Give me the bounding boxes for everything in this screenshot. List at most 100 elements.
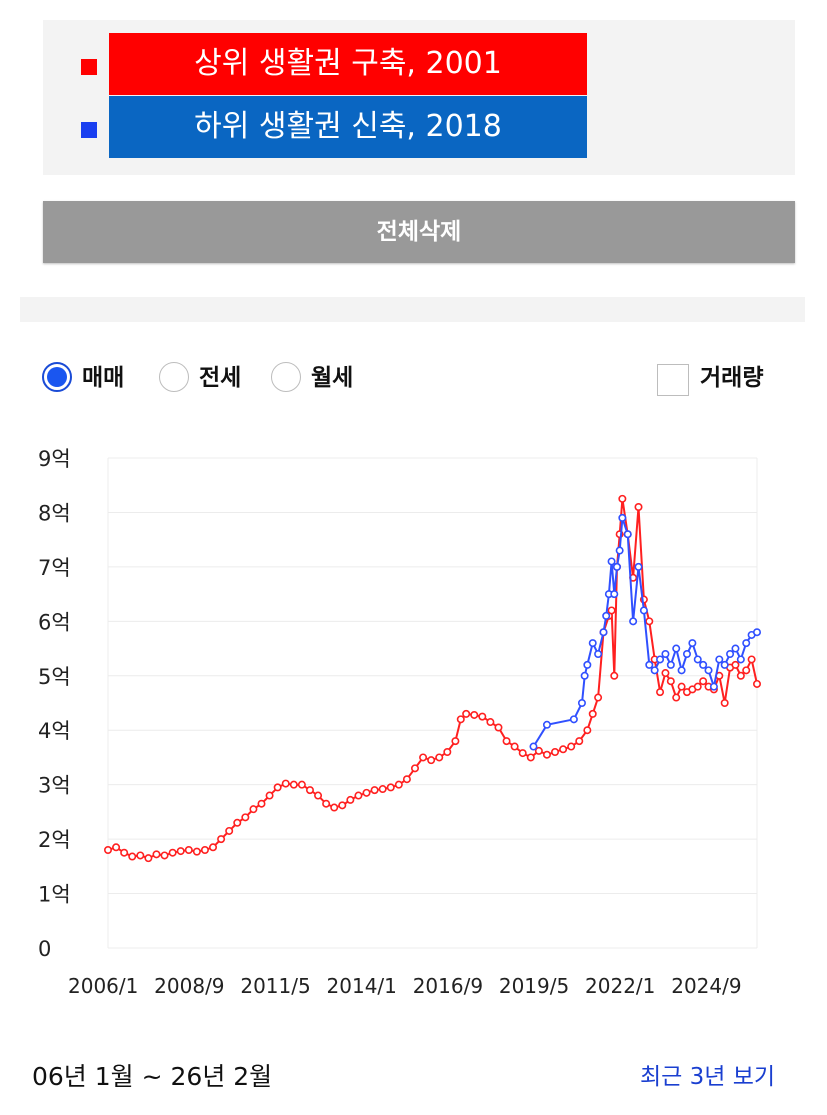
price-chart: 0 1억 2억 3억 4억 5억 6억 7억 8억 9억 2006/1 2008/9 2011/5 201… [38,447,761,998]
series-1-point [534,746,543,755]
series-1-point [104,845,113,854]
x-tick-label: 2008/9 [154,974,224,998]
legend-label-1: 상위 생활권 구축, 2001 [109,33,587,95]
series-2-point [588,639,597,648]
y-tick-label: 5억 [38,665,71,689]
series-1-point [338,801,347,810]
series-1-point [610,671,619,680]
series-2-point [736,655,745,664]
series-1-point [526,753,535,762]
series-1-point [160,851,169,860]
series-1-point [297,780,306,789]
y-tick-label: 7억 [38,556,71,580]
series-2-point [709,682,718,691]
series-1-point [249,805,258,814]
recent-3-years-link[interactable]: 최근 3년 보기 [640,1064,776,1090]
series-1-point [144,854,153,863]
series-1-point [634,503,643,512]
series-2-point [623,530,632,539]
period-range-text: 06년 1월 ~ 26년 2월 [32,1062,273,1091]
x-tick-label: 2019/5 [499,974,569,998]
series-line-2 [532,517,758,748]
series-line-1 [107,498,758,860]
series-1-point [551,747,560,756]
radio-monthly-rent-circle[interactable] [271,362,301,392]
x-tick-label: 2022/1 [585,974,655,998]
series-1-point [128,852,137,861]
series-2-point [618,513,627,522]
series-1-point [168,848,177,857]
series-1-point [265,791,274,800]
series-1-point [362,788,371,797]
x-tick-label: 2014/1 [327,974,397,998]
y-tick-label: 9억 [38,447,71,471]
legend-item-1[interactable]: 상위 생활권 구축, 2001 [43,33,795,95]
series-2-point [720,660,729,669]
radio-sale-circle[interactable] [42,362,72,392]
legend-marker-1 [81,59,97,75]
series-1-point [200,845,209,854]
series-2-point [682,650,691,659]
series-2-point [704,666,713,675]
y-tick-label: 1억 [38,883,71,907]
legend-panel: 상위 생활권 구축, 2001 하위 생활권 신축, 2018 [43,20,795,175]
series-1-point [225,826,234,835]
series-1-point [322,799,331,808]
series-1-point [241,813,250,822]
series-1-point [370,786,379,795]
series-1-point [486,718,495,727]
series-2-point [634,562,643,571]
legend-item-2[interactable]: 하위 생활권 신축, 2018 [43,96,795,158]
series-2-point [688,639,697,648]
series-1-point [645,617,654,626]
series-1-point [677,682,686,691]
series-1-point [747,655,756,664]
series-2-point [602,611,611,620]
series-1-point [136,851,145,860]
series-1-point [184,845,193,854]
series-1-point [386,783,395,792]
series-1-point [354,791,363,800]
radio-jeonse-circle[interactable] [159,362,189,392]
series-1-point [575,737,584,746]
radio-monthly-rent-label: 월세 [311,365,354,391]
radio-jeonse-label: 전세 [199,365,242,391]
series-1-point [451,737,460,746]
series-1-point [456,715,465,724]
series-1-point [607,606,616,615]
series-2-point [715,655,724,664]
section-divider [20,297,805,322]
clear-all-button[interactable]: 전체삭제 [43,201,795,263]
series-2-point [731,644,740,653]
volume-checkbox[interactable] [657,364,689,396]
series-2-point [666,660,675,669]
series-1-point [273,783,282,792]
series-1-point [120,848,129,857]
series-1-point [209,843,218,852]
volume-label: 거래량 [700,365,764,391]
series-2-point [542,720,551,729]
series-2-point [726,650,735,659]
x-tick-label: 2011/5 [240,974,310,998]
series-1-point [594,693,603,702]
series-1-point [410,764,419,773]
series-1-point [192,847,201,856]
series-1-point [443,747,452,756]
series-2-point [612,562,621,571]
series-1-point [427,756,436,765]
y-tick-label: 6억 [38,610,71,634]
y-tick-label: 4억 [38,719,71,743]
series-1-point [567,742,576,751]
series-1-point [462,709,471,718]
series-1-point [402,775,411,784]
x-tick-label: 2016/9 [413,974,483,998]
series-2-point [580,671,589,680]
x-tick-label: 2006/1 [68,974,138,998]
series-1-point [752,679,761,688]
series-1-point [346,795,355,804]
series-1-point [542,750,551,759]
series-1-point [378,785,387,794]
series-1-point [693,682,702,691]
series-1-point [699,677,708,686]
series-1-point [217,835,226,844]
